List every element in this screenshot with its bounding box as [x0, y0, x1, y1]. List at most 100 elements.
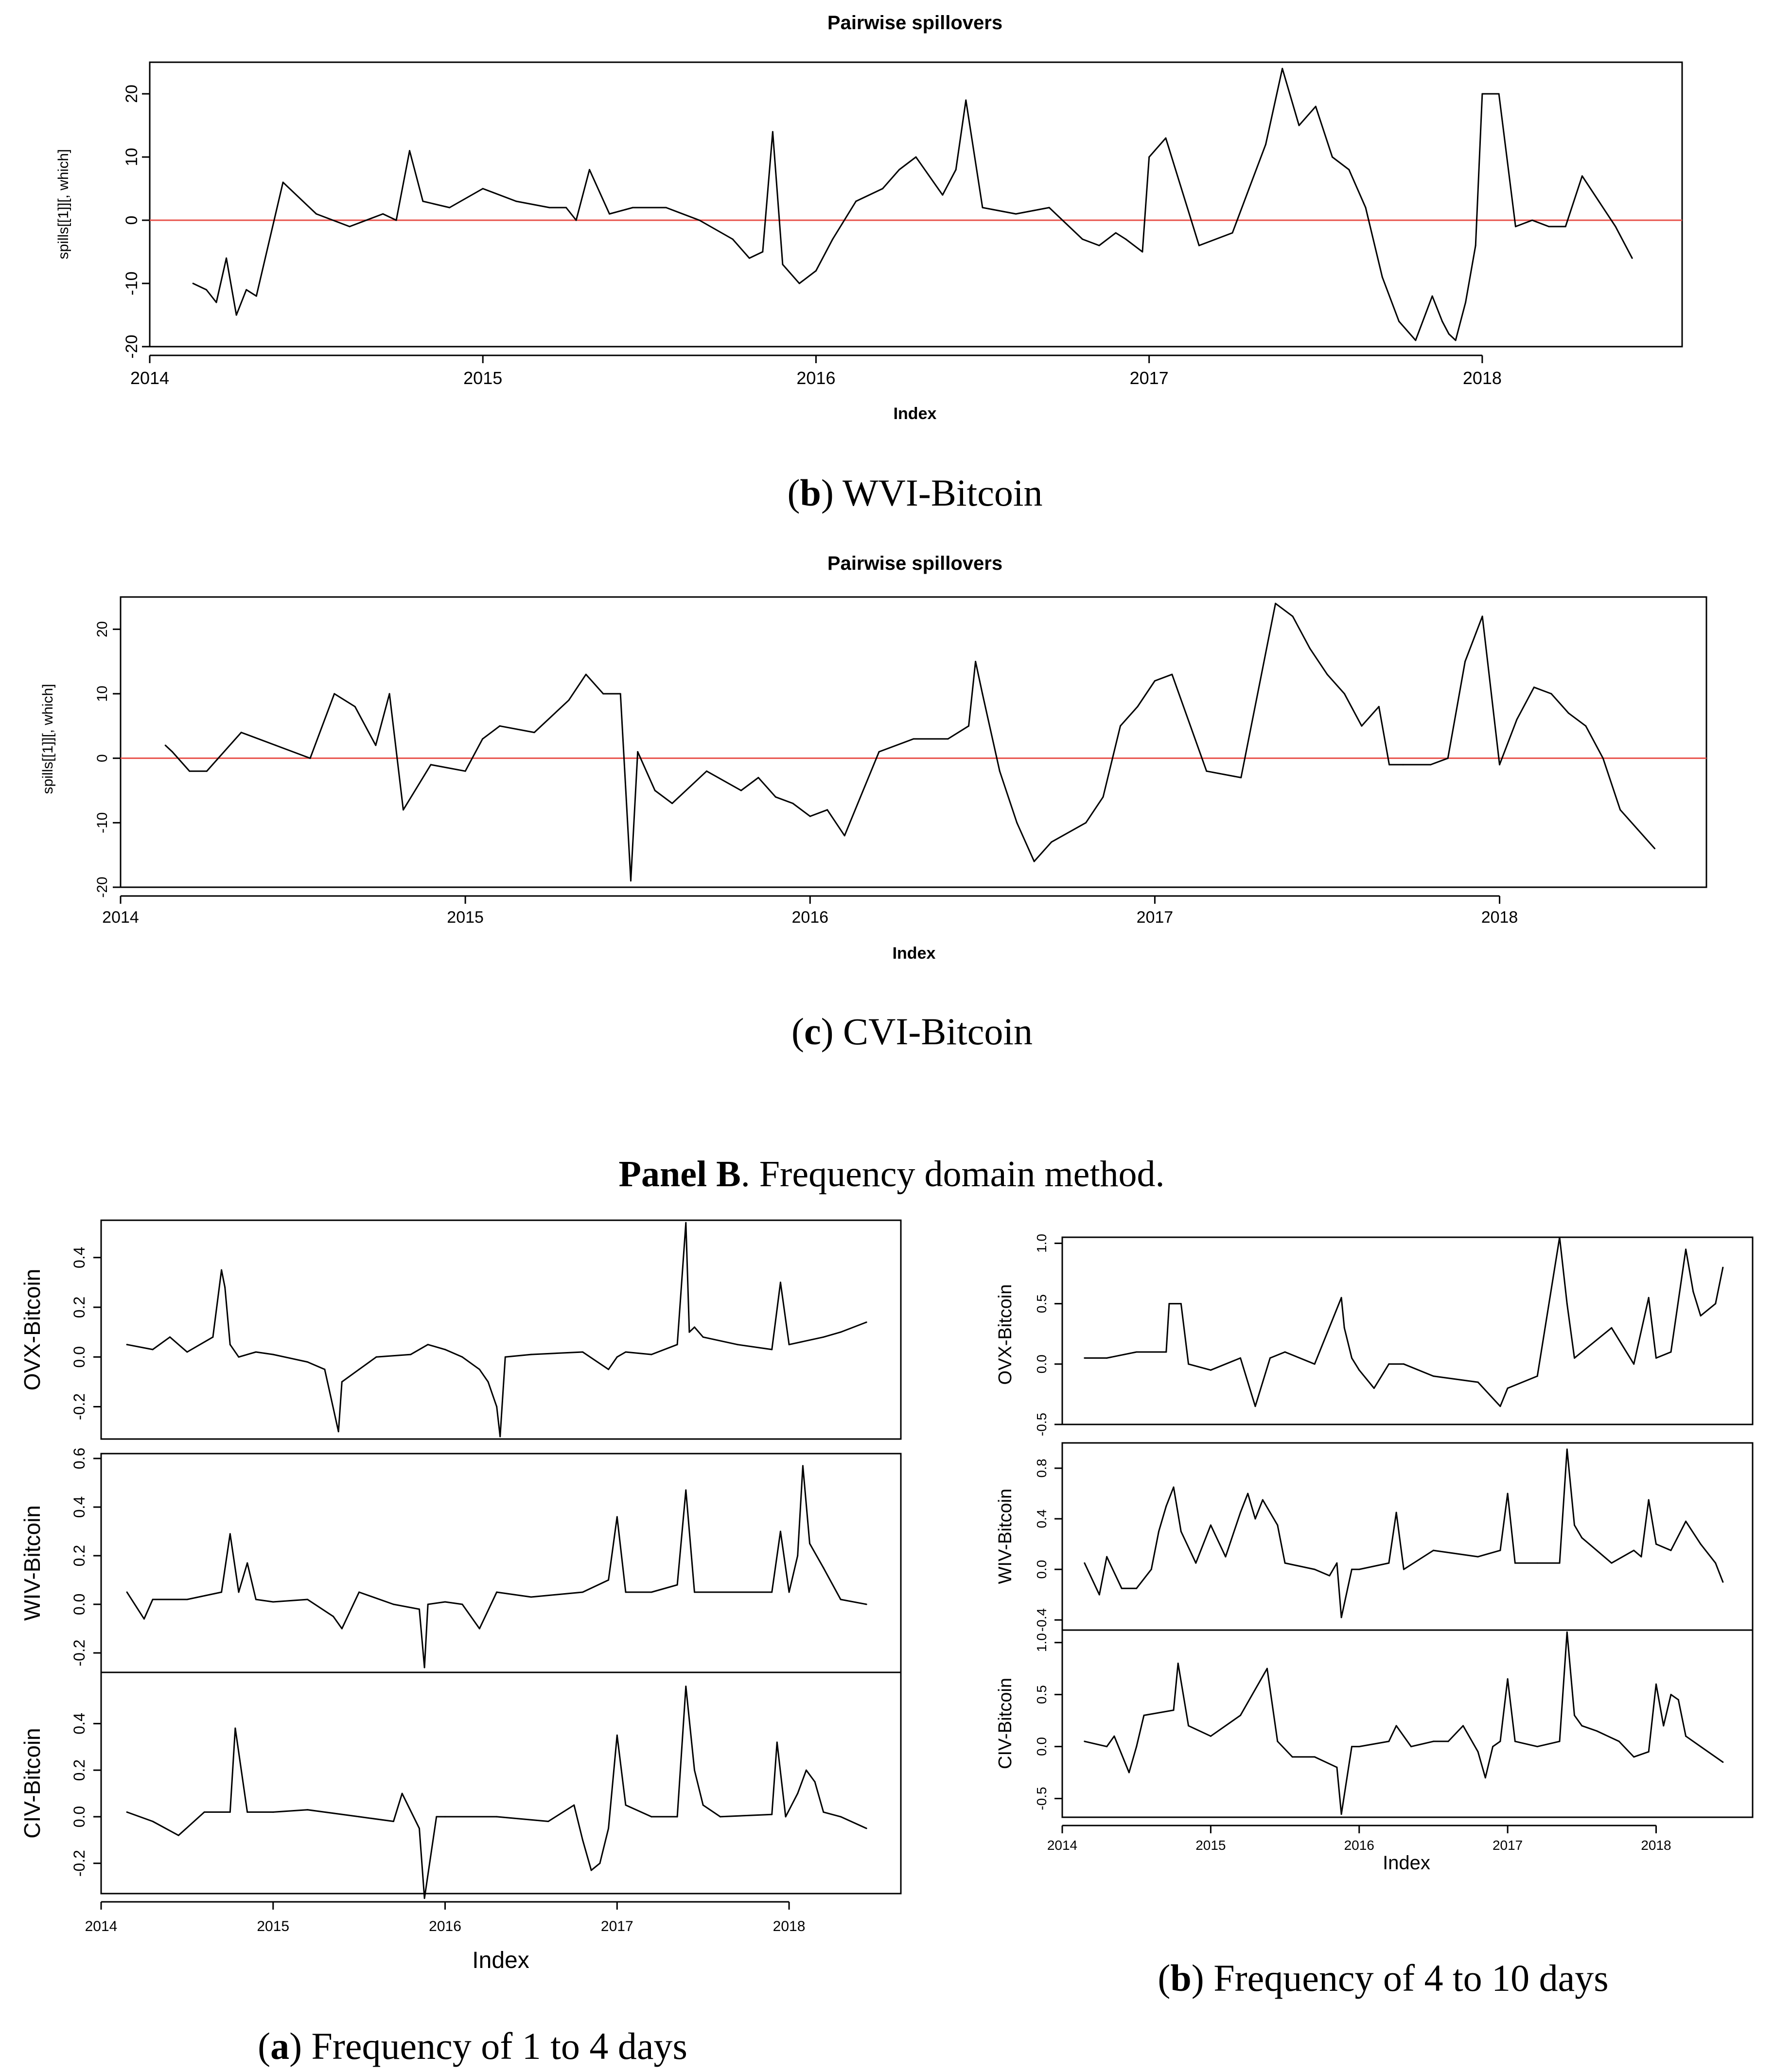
plot-frame	[120, 596, 1707, 888]
data-point	[1173, 1486, 1175, 1488]
caption-letter: a	[270, 2025, 289, 2067]
data-point	[422, 200, 424, 202]
data-point	[358, 1369, 360, 1370]
caption-text: ) Frequency of 4 to 10 days	[1192, 1957, 1609, 1999]
panel-b-bold: Panel B	[619, 1154, 741, 1194]
y-tick-label: 0	[123, 216, 141, 225]
data-point	[255, 1351, 257, 1353]
data-point	[189, 770, 191, 772]
data-point	[1722, 1761, 1724, 1763]
data-point	[482, 738, 484, 740]
data-point	[171, 751, 173, 753]
data-point	[375, 744, 377, 746]
data-point	[774, 796, 776, 798]
data-point	[255, 1598, 257, 1600]
data-point	[212, 1336, 214, 1338]
data-point	[771, 1813, 773, 1815]
data-point	[1051, 841, 1053, 843]
data-point	[650, 1591, 652, 1593]
series-marks	[150, 68, 1682, 341]
data-point	[1210, 1524, 1212, 1526]
data-point	[307, 1598, 308, 1600]
data-point	[1403, 1568, 1405, 1570]
y-tick-label: 0.2	[70, 1297, 88, 1318]
data-point	[699, 219, 701, 221]
data-point	[1340, 1813, 1342, 1815]
data-point	[878, 751, 880, 753]
data-point	[1574, 1714, 1575, 1716]
data-point	[1292, 615, 1294, 617]
axis-ticks: -0.2 0.0 0.2 0.4 -0.2 0.0 0.2 0.4 0.6 -0.2 0.0 0.2 0…	[70, 1247, 805, 1934]
x-tick-label: 2014	[102, 908, 139, 927]
data-point	[671, 803, 673, 804]
data-point	[547, 1821, 549, 1822]
data-point	[1188, 1363, 1190, 1365]
data-point	[823, 1811, 825, 1813]
data-point	[694, 1769, 695, 1771]
data-point	[1177, 1662, 1179, 1664]
data-point	[1358, 1746, 1360, 1748]
data-point	[609, 213, 611, 215]
data-point	[1514, 1740, 1516, 1742]
y-tick-label: -20	[123, 334, 141, 358]
data-point	[152, 1598, 154, 1600]
data-point	[1648, 1751, 1650, 1753]
data-point	[1168, 1303, 1170, 1305]
y-label-ovx: OVX-Bitcoin	[19, 1269, 45, 1391]
data-point	[1507, 1387, 1509, 1389]
data-point	[1231, 232, 1233, 234]
data-point	[1340, 1616, 1342, 1618]
data-point	[565, 207, 567, 209]
x-tick-label: 2016	[429, 1918, 461, 1934]
y-tick-label: 0.2	[70, 1545, 88, 1566]
series-marks	[1084, 1236, 1724, 1815]
data-point	[272, 1811, 274, 1813]
data-point	[785, 1816, 787, 1818]
caption-text: ) Frequency of 1 to 4 days	[289, 2025, 687, 2067]
freq-a-stack: -0.2 0.0 0.2 0.4 -0.2 0.0 0.2 0.4 0.6 -0.2 0.0 0.2 0…	[19, 1219, 902, 1973]
data-point	[1722, 1266, 1724, 1268]
data-point	[1314, 1756, 1316, 1758]
caption-letter: b	[1170, 1957, 1191, 1999]
series-marks	[126, 1222, 867, 1899]
panel-frame-civ	[1061, 1629, 1754, 1818]
data-point	[234, 1727, 236, 1729]
series-line-wvi	[193, 68, 1633, 341]
data-point	[802, 1465, 804, 1467]
plot-frame	[149, 61, 1683, 348]
data-point	[797, 1555, 799, 1557]
data-point	[1282, 68, 1283, 70]
data-point	[1633, 1549, 1635, 1551]
data-point	[630, 880, 632, 882]
data-point	[814, 1781, 816, 1783]
y-tick-label: 10	[123, 148, 141, 166]
data-point	[788, 1344, 790, 1346]
data-point	[1636, 828, 1638, 830]
data-point	[1567, 712, 1569, 714]
data-point	[427, 1603, 429, 1605]
data-point	[1136, 1351, 1138, 1353]
data-point	[275, 744, 277, 746]
data-point	[1361, 725, 1363, 727]
data-point	[1248, 188, 1250, 190]
data-point	[975, 661, 977, 663]
data-point	[1581, 1725, 1583, 1727]
data-point	[229, 1533, 231, 1535]
caption-freq-b: (b) Frequency of 4 to 10 days	[1158, 1957, 1608, 1999]
data-point	[235, 314, 237, 316]
data-point	[206, 770, 208, 772]
data-point	[737, 1591, 738, 1593]
data-point	[1477, 1381, 1479, 1383]
data-point	[533, 732, 535, 734]
data-point	[1447, 1740, 1449, 1742]
data-point	[496, 1816, 498, 1818]
data-point	[1598, 200, 1600, 202]
data-point	[444, 1601, 446, 1603]
data-point	[782, 263, 784, 265]
data-point	[1343, 693, 1345, 695]
data-point	[1388, 1562, 1390, 1564]
data-point	[1685, 1735, 1687, 1737]
data-point	[461, 1603, 463, 1605]
data-point	[809, 815, 811, 817]
y-tick-label: 10	[94, 685, 110, 702]
